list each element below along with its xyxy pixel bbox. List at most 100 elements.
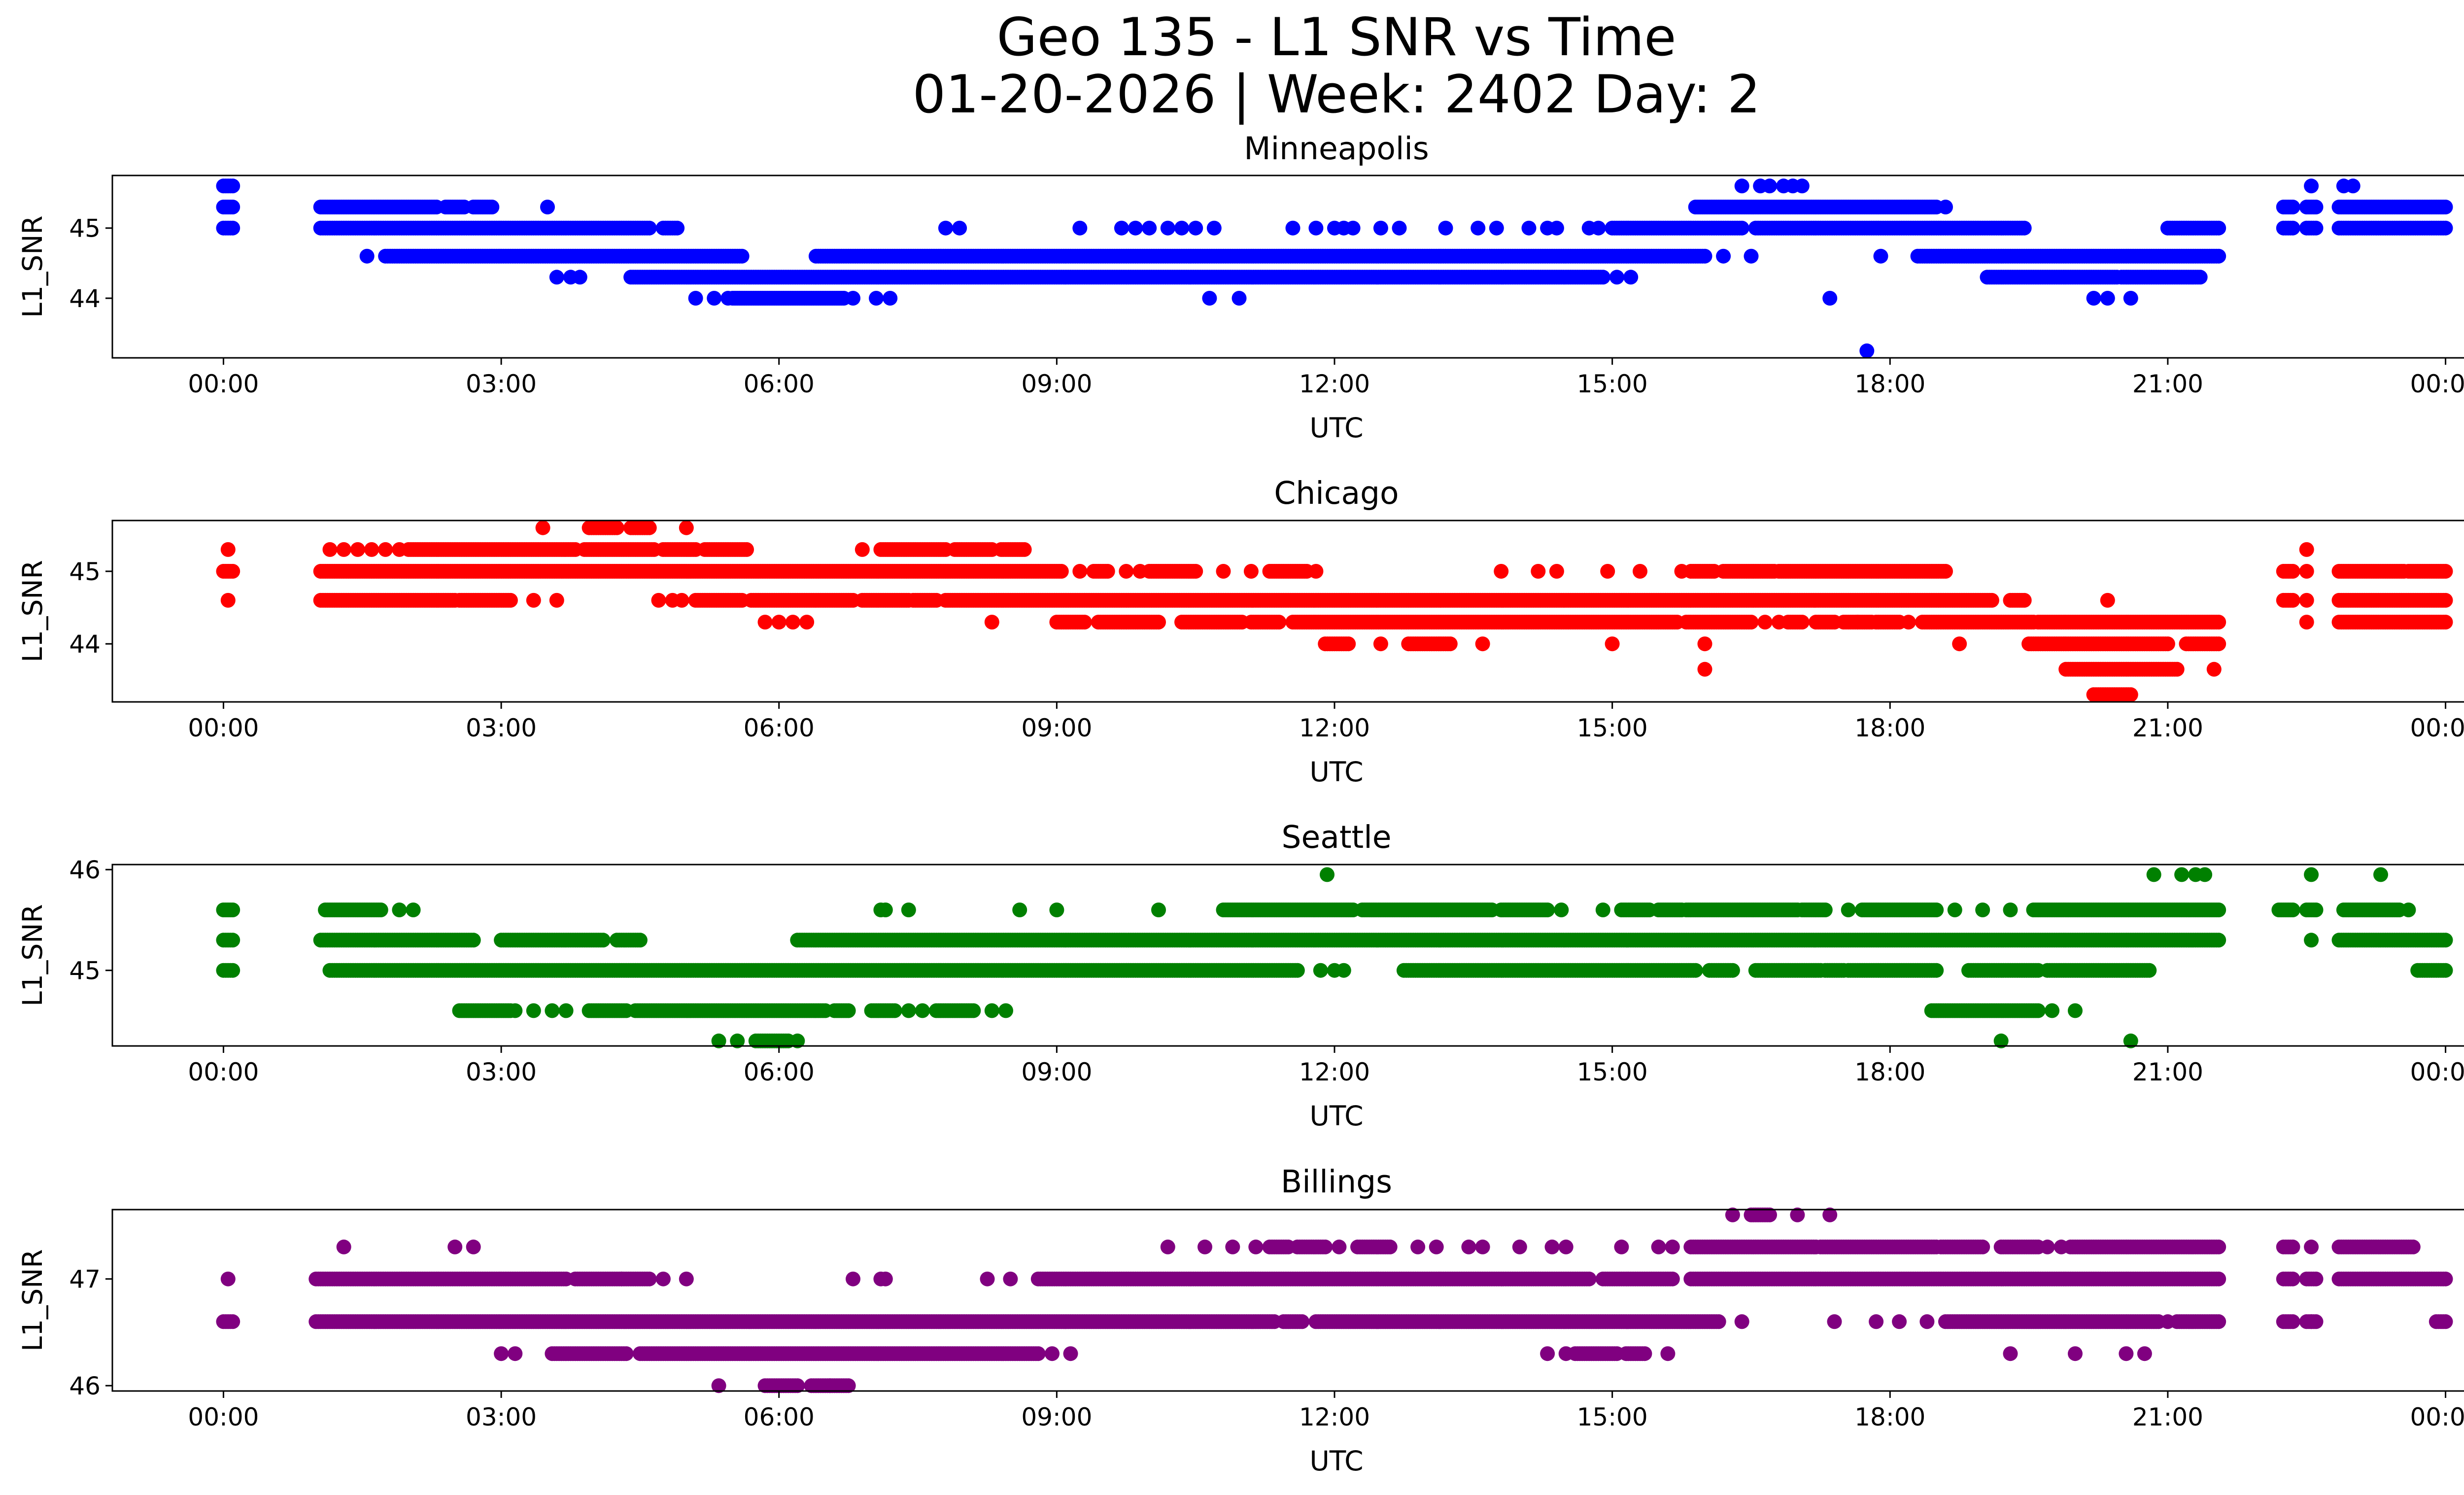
data-point: [540, 200, 555, 214]
data-point: [373, 903, 388, 917]
data-point: [1744, 615, 1759, 630]
data-point: [642, 520, 657, 535]
data-point: [2304, 867, 2319, 882]
data-point: [1947, 903, 1962, 917]
data-point: [1605, 636, 1620, 652]
data-point: [1901, 615, 1916, 630]
data-point: [1072, 564, 1088, 579]
data-point: [688, 291, 703, 306]
x-tick-label: 00:00: [188, 370, 259, 398]
data-point: [1762, 178, 1777, 194]
data-point: [225, 564, 240, 579]
data-point: [1757, 615, 1773, 630]
data-point: [2146, 867, 2161, 882]
data-point: [2100, 291, 2115, 306]
data-point: [2285, 592, 2300, 608]
x-tick-label: 15:00: [1577, 714, 1648, 742]
data-point: [869, 291, 884, 306]
data-point: [1540, 903, 1555, 917]
data-point: [595, 933, 611, 948]
x-tick-label: 18:00: [1854, 714, 1925, 742]
figure-title-line2: 01-20-2026 | Week: 2402 Day: 2: [913, 64, 1761, 125]
data-point: [2345, 178, 2361, 194]
data-point: [1243, 564, 1259, 579]
data-point: [1975, 903, 1990, 917]
data-point: [2285, 220, 2300, 236]
data-point: [1494, 564, 1509, 579]
data-point: [225, 220, 240, 236]
data-point: [503, 592, 518, 608]
data-point: [2160, 636, 2175, 652]
data-point: [549, 592, 564, 608]
data-point: [720, 291, 736, 306]
y-tick-label: 45: [69, 557, 101, 586]
data-point: [1633, 564, 1647, 579]
data-point: [1794, 615, 1810, 630]
data-point: [785, 615, 800, 630]
data-point: [1609, 270, 1624, 285]
data-point: [1952, 636, 1967, 652]
data-point: [1938, 564, 1953, 579]
data-point: [2003, 903, 2018, 917]
data-point: [1119, 564, 1134, 579]
x-tick-label: 00:00: [188, 714, 259, 742]
x-tick-label: 09:00: [1021, 714, 1092, 742]
data-point: [1232, 291, 1247, 306]
data-point: [1174, 220, 1189, 236]
data-point: [1285, 220, 1300, 236]
data-point: [1554, 903, 1569, 917]
data-point: [609, 520, 624, 535]
data-point: [2211, 903, 2226, 917]
data-point: [2192, 270, 2208, 285]
data-point: [2299, 542, 2314, 557]
data-point: [1188, 564, 1203, 579]
data-point: [1077, 615, 1092, 630]
x-tick-label: 00:00: [2410, 370, 2464, 398]
data-point: [1817, 903, 1833, 917]
data-point: [1132, 564, 1148, 579]
data-point: [336, 542, 351, 557]
data-point: [1142, 220, 1157, 236]
data-point: [1623, 270, 1639, 285]
data-point: [2285, 564, 2300, 579]
data-point: [2086, 291, 2101, 306]
data-point: [572, 270, 587, 285]
subplot-title: Seattle: [1281, 819, 1391, 855]
y-tick-label: 44: [69, 284, 101, 313]
data-point: [1984, 592, 1999, 608]
data-point: [1591, 220, 1606, 236]
data-point: [1373, 220, 1388, 236]
data-point: [651, 592, 666, 608]
data-point: [1794, 178, 1810, 194]
data-point: [1438, 220, 1453, 236]
data-point: [855, 542, 870, 557]
data-point: [901, 903, 916, 917]
data-point: [771, 615, 787, 630]
data-point: [2308, 903, 2324, 917]
data-point: [2308, 200, 2324, 214]
data-point: [1308, 564, 1324, 579]
data-point: [1521, 220, 1537, 236]
data-point: [734, 248, 750, 264]
data-point: [350, 542, 365, 557]
data-point: [1771, 615, 1786, 630]
data-point: [2123, 687, 2138, 702]
data-point: [2299, 564, 2314, 579]
data-point: [2438, 220, 2453, 236]
data-point: [799, 615, 815, 630]
data-point: [1938, 200, 1953, 214]
data-point: [707, 291, 722, 306]
data-point: [1744, 248, 1759, 264]
data-point: [883, 291, 898, 306]
data-point: [670, 220, 685, 236]
data-point: [2174, 867, 2190, 882]
data-point: [2123, 291, 2138, 306]
data-point: [220, 542, 236, 557]
data-point: [1012, 903, 1027, 917]
x-tick-label: 00:00: [2410, 714, 2464, 742]
subplot-minneapolis: Minneapolis 00:00 03:00 06:00 09:00 12:00 15:…: [17, 131, 2464, 444]
data-point: [984, 615, 999, 630]
data-point: [225, 933, 240, 948]
data-point: [757, 615, 773, 630]
data-point: [1531, 564, 1546, 579]
